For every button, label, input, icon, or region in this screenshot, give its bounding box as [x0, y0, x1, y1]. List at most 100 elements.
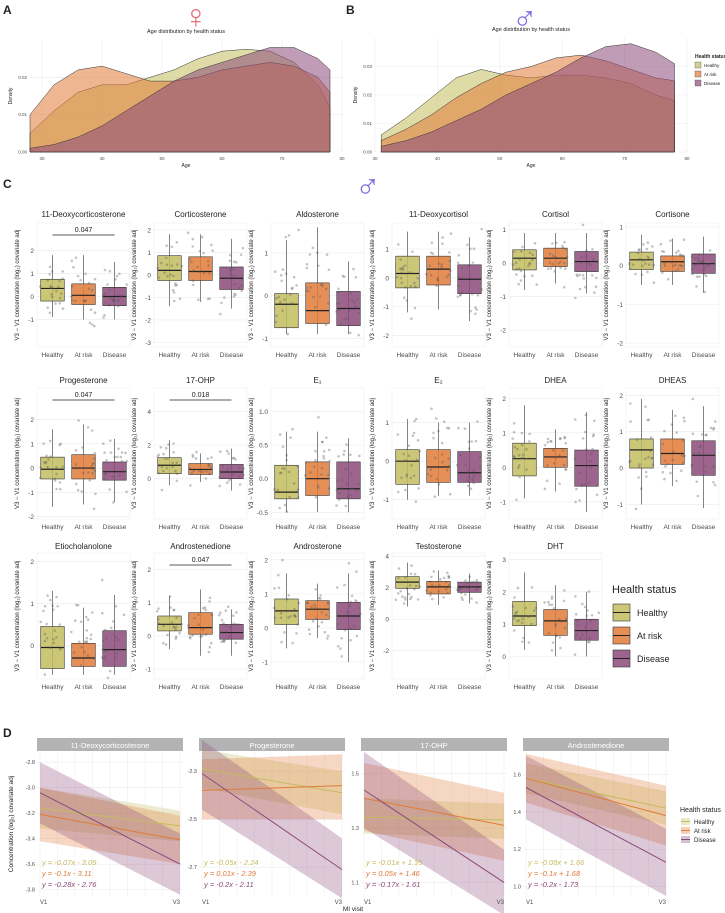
boxplot-panel: -2 -1 0 1 Healthy At risk Disease 11-Deoxycorti… [370, 210, 486, 359]
data-point [91, 611, 94, 614]
data-point [528, 432, 531, 436]
x-tick-label: Disease [337, 684, 361, 691]
y-tick-label: 0 [264, 625, 268, 632]
data-point [636, 251, 640, 255]
box [574, 618, 599, 641]
data-point [581, 437, 585, 440]
data-point [459, 587, 462, 590]
data-point [166, 274, 169, 278]
data-point [476, 587, 479, 591]
data-point [117, 298, 120, 302]
data-point [234, 293, 237, 297]
data-point [574, 296, 577, 300]
data-point [574, 500, 577, 504]
data-point [43, 673, 47, 676]
data-point [585, 614, 589, 617]
data-point [516, 447, 519, 451]
data-point [232, 456, 236, 460]
data-point [90, 323, 94, 326]
data-point [478, 455, 482, 459]
data-point [116, 638, 120, 642]
data-point [292, 482, 296, 485]
data-point [576, 624, 579, 627]
legend-key [694, 79, 702, 87]
y-tick-label: 0.00 [18, 150, 27, 155]
data-point [279, 273, 283, 277]
data-point [314, 305, 317, 309]
y-tick-label: 1 [147, 250, 151, 257]
data-point [122, 613, 126, 617]
x-tick-label: Healthy [630, 524, 653, 531]
data-point [469, 487, 473, 491]
box [512, 442, 537, 477]
data-point [550, 603, 554, 607]
y-tick-label: 1 [385, 246, 389, 253]
data-point [102, 477, 106, 481]
data-point [297, 228, 301, 232]
equation-label: y = -0.28x - 2.76 [41, 880, 97, 889]
y-tick-label: -1 [145, 295, 151, 302]
data-point [563, 589, 566, 592]
data-point [317, 415, 320, 419]
data-point [191, 283, 195, 287]
y-tick-label: 1.5 [351, 772, 359, 778]
data-point [410, 464, 413, 467]
x-tick-label: At risk [191, 352, 210, 359]
data-point [344, 504, 348, 508]
boxplot-panel: -3 -2 -1 0 1 2 Healthy At risk Disease Corticoste… [132, 210, 248, 359]
data-point [48, 272, 51, 276]
data-point [305, 286, 309, 290]
y-tick-label: -3.0 [26, 786, 35, 792]
data-point [54, 302, 57, 305]
data-point [446, 426, 449, 430]
data-point [188, 635, 192, 639]
data-point [442, 420, 446, 424]
panel-title: Aldosterone [296, 210, 339, 219]
box [71, 283, 96, 305]
data-point [682, 254, 685, 258]
data-point [661, 271, 664, 275]
data-point [169, 606, 172, 609]
data-point [516, 586, 520, 590]
equation-label: y = -0.08x + 1.66 [527, 858, 585, 867]
y-tick-label: -2 [500, 328, 506, 335]
boxplot-panel: -1 0 1 2 Healthy At risk Disease DHEAS V3 − V1 c… [604, 376, 720, 531]
data-point [219, 450, 222, 453]
confidence-band [364, 752, 504, 913]
legend-title: Health status [612, 584, 677, 596]
y-tick-label: 0 [147, 633, 151, 640]
male-symbol-c-icon: ♂ [355, 168, 381, 206]
y-tick-label: 1 [502, 430, 506, 437]
data-point [89, 633, 93, 637]
data-point [589, 466, 592, 469]
data-point [103, 657, 106, 660]
data-point [190, 471, 194, 475]
data-point [413, 572, 417, 576]
data-point [53, 477, 56, 481]
data-point [359, 612, 362, 615]
data-point [695, 275, 699, 279]
data-point [281, 309, 284, 312]
data-point [226, 605, 230, 609]
data-point [239, 253, 243, 257]
data-point [165, 446, 168, 450]
data-point [640, 273, 644, 277]
box [274, 293, 299, 329]
data-point [297, 601, 301, 605]
data-point [589, 269, 593, 273]
data-point [644, 262, 647, 266]
data-point [162, 641, 165, 645]
box [543, 609, 568, 636]
data-point [58, 623, 62, 626]
data-point [690, 464, 693, 468]
data-point [294, 615, 297, 618]
data-point [560, 620, 563, 623]
panel-title: Androstenedione [170, 542, 231, 551]
data-point [78, 640, 81, 643]
data-point [317, 624, 320, 628]
boxplot-panel: -2 0 2 4 Healthy At risk Disease Testosterone V3… [370, 542, 486, 691]
data-point [93, 457, 96, 461]
data-point [159, 446, 163, 449]
data-point [101, 611, 104, 615]
data-point [314, 588, 318, 591]
